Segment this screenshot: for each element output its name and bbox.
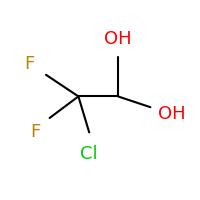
Text: OH: OH [158,105,185,123]
Text: F: F [30,123,40,141]
Text: F: F [25,55,35,73]
Text: OH: OH [104,30,132,48]
Text: Cl: Cl [80,145,98,163]
